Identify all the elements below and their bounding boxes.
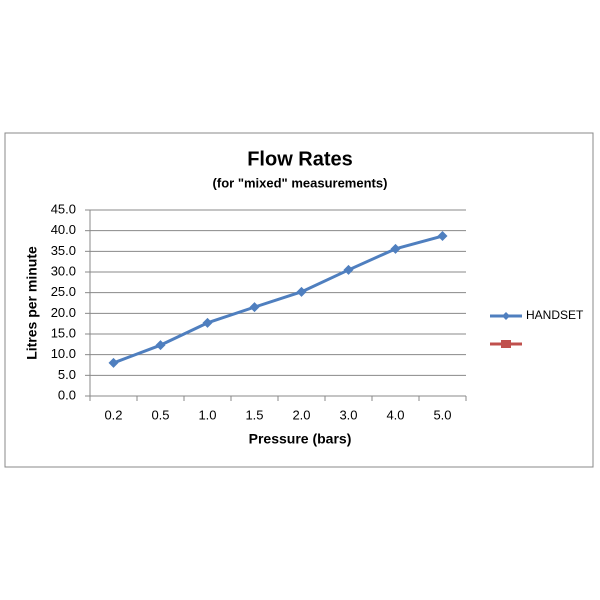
y-tick-label: 0.0	[58, 387, 76, 402]
y-tick-label: 20.0	[51, 305, 76, 320]
data-point	[108, 357, 119, 368]
data-point	[343, 264, 354, 275]
data-point	[296, 286, 307, 297]
x-tick-label: 1.0	[198, 407, 216, 422]
data-point	[155, 340, 166, 351]
y-tick-label: 15.0	[51, 325, 76, 340]
y-tick-label: 25.0	[51, 284, 76, 299]
data-point	[202, 317, 213, 328]
x-axis-label: Pressure (bars)	[249, 431, 352, 447]
y-tick-label: 40.0	[51, 222, 76, 237]
legend-marker	[502, 312, 510, 320]
data-point	[390, 243, 401, 254]
x-tick-label: 3.0	[339, 407, 357, 422]
x-tick-label: 1.5	[245, 407, 263, 422]
x-tick-label: 0.5	[151, 407, 169, 422]
chart-frame	[4, 132, 594, 468]
y-axis-label: Litres per minute	[24, 246, 40, 360]
y-tick-label: 35.0	[51, 243, 76, 258]
series-line	[112, 234, 443, 365]
x-tick-label: 5.0	[433, 407, 451, 422]
x-tick-label: 0.2	[104, 407, 122, 422]
chart-subtitle: (for "mixed" measurements)	[213, 175, 388, 190]
y-tick-label: 10.0	[51, 346, 76, 361]
x-tick-label: 4.0	[386, 407, 404, 422]
legend-label: HANDSET	[526, 308, 584, 322]
y-tick-label: 45.0	[51, 201, 76, 216]
y-tick-label: 5.0	[58, 367, 76, 382]
chart-title: Flow Rates	[247, 148, 353, 170]
y-tick-label: 30.0	[51, 263, 76, 278]
data-point	[437, 231, 448, 242]
data-point	[249, 302, 260, 313]
x-tick-label: 2.0	[292, 407, 310, 422]
legend-marker	[501, 340, 511, 348]
